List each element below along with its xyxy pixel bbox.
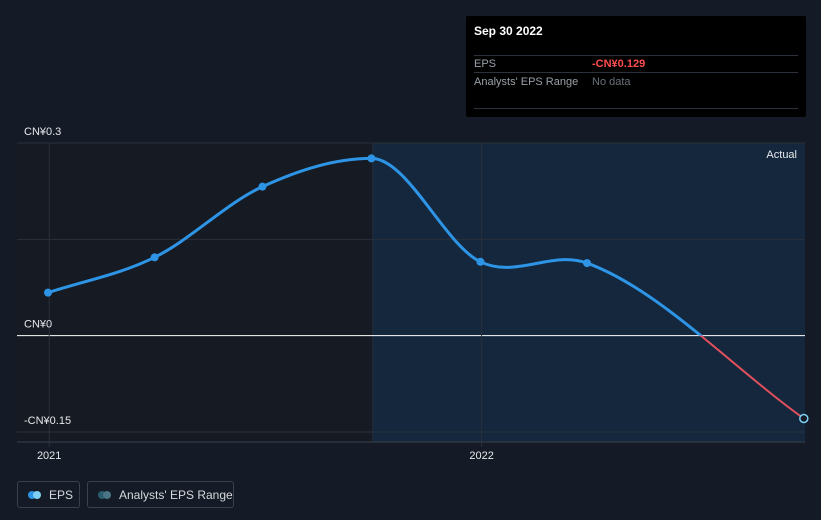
eps-tooltip: Sep 30 2022 EPS -CN¥0.129 Analysts' EPS … (466, 16, 806, 117)
tooltip-range-value: No data (592, 76, 631, 88)
eps-point[interactable] (367, 154, 376, 163)
tooltip-divider (474, 72, 798, 73)
actual-label: Actual (766, 149, 797, 161)
range-legend-icon (98, 490, 111, 499)
eps-point[interactable] (258, 182, 267, 191)
tooltip-divider (474, 108, 798, 109)
tooltip-eps-label: EPS (474, 58, 497, 70)
legend-range-label: Analysts' EPS Range (119, 487, 233, 502)
eps-point[interactable] (44, 288, 52, 297)
legend-eps-button[interactable]: EPS (17, 481, 80, 508)
eps-point[interactable] (583, 259, 592, 268)
x-tick-label: 2021 (37, 450, 61, 462)
tooltip-date: Sep 30 2022 (474, 24, 543, 38)
tooltip-range-label: Analysts' EPS Range (474, 76, 579, 88)
eps-point[interactable] (799, 413, 809, 424)
legend-eps-label: EPS (49, 487, 74, 502)
eps-point[interactable] (150, 253, 159, 262)
y-tick-label: CN¥0.3 (24, 126, 61, 138)
y-tick-label: CN¥0 (24, 319, 52, 331)
tooltip-divider (474, 55, 798, 56)
eps-line-positive (47, 156, 704, 336)
y-tick-label: -CN¥0.15 (24, 415, 71, 427)
eps-legend-icon (28, 490, 41, 499)
tooltip-eps-value: -CN¥0.129 (592, 58, 646, 70)
x-tick-label: 2022 (469, 450, 493, 462)
legend-range-button[interactable]: Analysts' EPS Range (87, 481, 234, 508)
past-region (17, 143, 373, 442)
eps-point[interactable] (476, 257, 485, 266)
actual-region (372, 143, 805, 442)
